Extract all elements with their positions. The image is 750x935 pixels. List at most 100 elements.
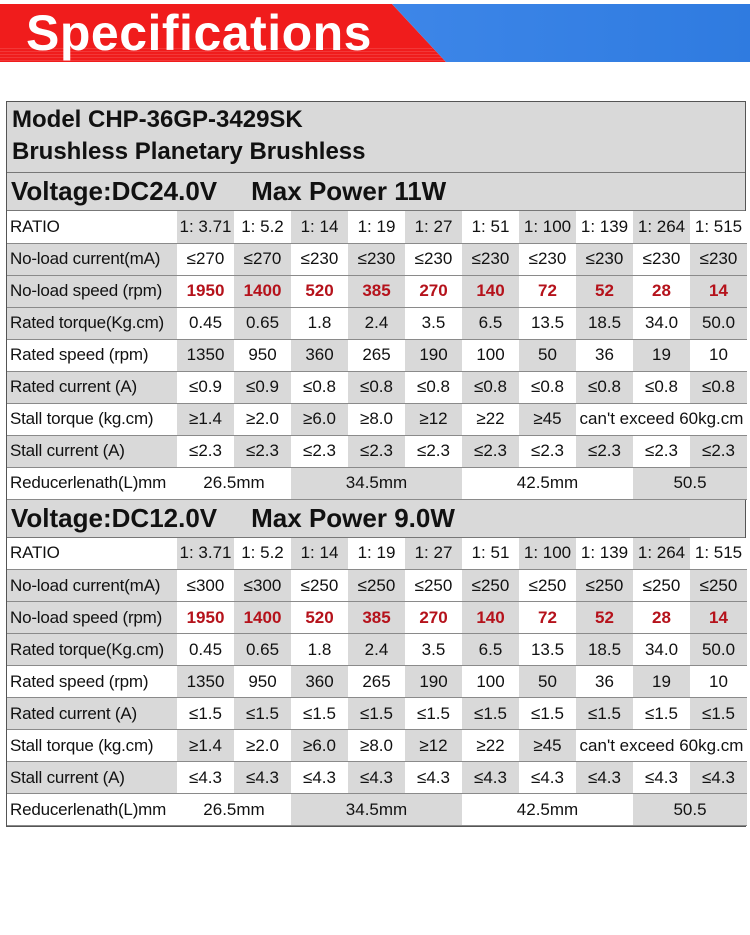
value-cell: 52 — [576, 275, 633, 308]
value-cell: 2.4 — [348, 633, 405, 666]
value-cell: ≤4.3 — [690, 761, 747, 794]
value-cell: ≤1.5 — [690, 697, 747, 730]
value-cell: 1: 139 — [576, 537, 633, 570]
value-cell: 1: 5.2 — [234, 211, 291, 244]
value-cell: 950 — [234, 339, 291, 372]
table-row: Reducerlenath(L)mm 26.5mm 34.5mm 42.5mm 50.5 — [7, 793, 747, 826]
value-cell: ≤4.3 — [348, 761, 405, 794]
value-cell: ≤1.5 — [405, 697, 462, 730]
max-power-label: Max Power 11W — [251, 176, 447, 206]
value-cell: 34.0 — [633, 633, 690, 666]
value-cell: 18.5 — [576, 307, 633, 340]
model-block: Model CHP-36GP-3429SK Brushless Planetar… — [7, 102, 745, 173]
value-cell: ≤250 — [690, 569, 747, 602]
value-cell: 1350 — [177, 665, 234, 698]
value-cell: ≤230 — [576, 243, 633, 276]
value-cell: 1: 264 — [633, 537, 690, 570]
table-row: No-load speed (rpm) 1950 1400 520 385 270 140 7… — [7, 275, 747, 308]
table-row: Rated torque(Kg.cm) 0.45 0.65 1.8 2.4 3.5 6.5 1… — [7, 633, 747, 666]
reducer-length-cell: 34.5mm — [291, 467, 462, 500]
row-label: Stall current (A) — [7, 761, 177, 794]
value-cell: 385 — [348, 601, 405, 634]
value-cell: ≤250 — [291, 569, 348, 602]
reducer-length-cell: 34.5mm — [291, 793, 462, 826]
table-row: Stall torque (kg.cm) ≥1.4 ≥2.0 ≥6.0 ≥8.0 ≥12 ≥… — [7, 403, 747, 436]
value-cell: ≥12 — [405, 729, 462, 762]
voltage-header: Voltage:DC12.0V Max Power 9.0W — [7, 499, 745, 538]
value-cell: ≤2.3 — [519, 435, 576, 468]
value-cell: 1: 3.71 — [177, 537, 234, 570]
voltage-sections: Voltage:DC24.0V Max Power 11W RATIO 1: 3.71… — [7, 173, 747, 826]
value-cell: ≤2.3 — [291, 435, 348, 468]
value-cell: ≤250 — [405, 569, 462, 602]
row-label: Rated torque(Kg.cm) — [7, 633, 177, 666]
row-label: Reducerlenath(L)mm — [7, 793, 177, 826]
value-cell: ≤4.3 — [291, 761, 348, 794]
model-number: Model CHP-36GP-3429SK — [12, 106, 303, 133]
value-cell: ≤2.3 — [405, 435, 462, 468]
value-cell: 265 — [348, 665, 405, 698]
value-cell: 385 — [348, 275, 405, 308]
reducer-length-cell: 50.5 — [633, 467, 747, 500]
banner-blue-panel — [392, 4, 750, 62]
value-cell: ≤2.3 — [234, 435, 291, 468]
value-cell: ≤1.5 — [633, 697, 690, 730]
banner-stripes — [0, 46, 446, 62]
spec-banner: Specifications — [0, 0, 750, 66]
value-cell: 360 — [291, 339, 348, 372]
value-cell: 1: 27 — [405, 211, 462, 244]
value-cell: 14 — [690, 275, 747, 308]
voltage-header: Voltage:DC24.0V Max Power 11W — [7, 173, 745, 211]
value-cell: 6.5 — [462, 633, 519, 666]
table-row: Stall current (A) ≤4.3 ≤4.3 ≤4.3 ≤4.3 ≤4.3 ≤4.… — [7, 761, 747, 794]
row-label: Rated torque(Kg.cm) — [7, 307, 177, 340]
value-cell: 28 — [633, 275, 690, 308]
value-cell: 13.5 — [519, 633, 576, 666]
value-cell: 360 — [291, 665, 348, 698]
value-cell: 265 — [348, 339, 405, 372]
table-row: No-load current(mA) ≤300 ≤300 ≤250 ≤250 ≤250 ≤… — [7, 569, 747, 602]
table-row: Stall torque (kg.cm) ≥1.4 ≥2.0 ≥6.0 ≥8.0 ≥12 ≥… — [7, 729, 747, 762]
value-cell: 1950 — [177, 601, 234, 634]
value-cell: 1: 264 — [633, 211, 690, 244]
value-cell: ≤2.3 — [177, 435, 234, 468]
stall-torque-note: can't exceed 60kg.cm — [576, 403, 747, 436]
reducer-length-cell: 42.5mm — [462, 793, 633, 826]
value-cell: ≥2.0 — [234, 403, 291, 436]
value-cell: 0.45 — [177, 633, 234, 666]
value-cell: ≤300 — [177, 569, 234, 602]
value-cell: ≤1.5 — [462, 697, 519, 730]
table-row: Rated current (A) ≤0.9 ≤0.9 ≤0.8 ≤0.8 ≤0.8 ≤0.… — [7, 371, 747, 404]
value-cell: ≤2.3 — [633, 435, 690, 468]
value-cell: ≥6.0 — [291, 403, 348, 436]
row-label: No-load speed (rpm) — [7, 275, 177, 308]
value-cell: ≤4.3 — [234, 761, 291, 794]
value-cell: 1: 100 — [519, 211, 576, 244]
spec-table: RATIO 1: 3.71 1: 5.2 1: 14 1: 19 1: 27 1: 51 1:… — [7, 211, 747, 500]
value-cell: ≤270 — [234, 243, 291, 276]
value-cell: ≤2.3 — [462, 435, 519, 468]
value-cell: 1: 5.2 — [234, 537, 291, 570]
value-cell: 520 — [291, 275, 348, 308]
row-label: Rated current (A) — [7, 371, 177, 404]
row-label: Stall torque (kg.cm) — [7, 729, 177, 762]
value-cell: ≤230 — [633, 243, 690, 276]
value-cell: 3.5 — [405, 633, 462, 666]
value-cell: 140 — [462, 601, 519, 634]
value-cell: 1: 139 — [576, 211, 633, 244]
row-label: RATIO — [7, 537, 177, 570]
value-cell: ≥2.0 — [234, 729, 291, 762]
table-row: RATIO 1: 3.71 1: 5.2 1: 14 1: 19 1: 27 1: 51 1:… — [7, 537, 747, 570]
value-cell: ≤230 — [405, 243, 462, 276]
value-cell: ≤0.8 — [633, 371, 690, 404]
value-cell: ≥45 — [519, 403, 576, 436]
value-cell: ≤250 — [519, 569, 576, 602]
value-cell: ≥8.0 — [348, 403, 405, 436]
value-cell: 10 — [690, 665, 747, 698]
row-label: Reducerlenath(L)mm — [7, 467, 177, 500]
value-cell: ≤300 — [234, 569, 291, 602]
value-cell: ≤0.8 — [291, 371, 348, 404]
table-row: Rated speed (rpm) 1350 950 360 265 190 100 50 36… — [7, 339, 747, 372]
value-cell: ≥1.4 — [177, 403, 234, 436]
table-row: Rated speed (rpm) 1350 950 360 265 190 100 50 36… — [7, 665, 747, 698]
